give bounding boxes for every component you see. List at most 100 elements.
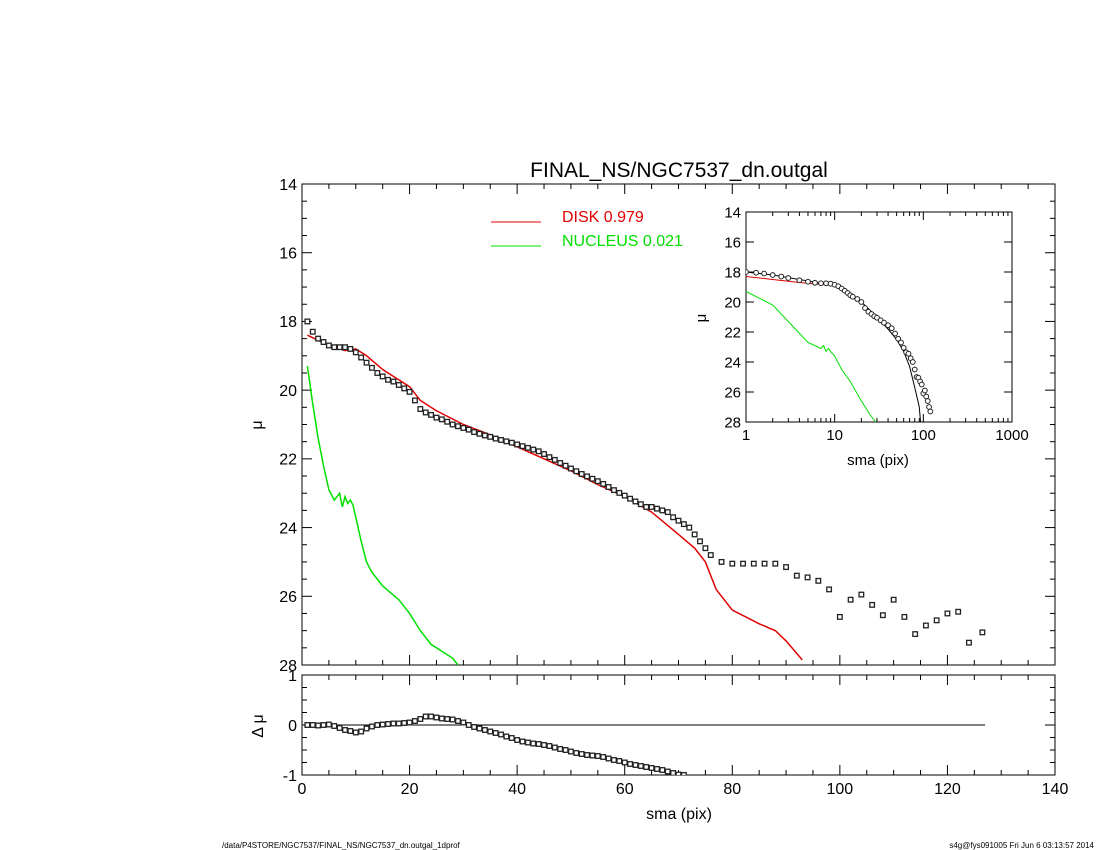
main-data-point [368,364,375,371]
inset-data-point [746,269,749,275]
main-data-point [621,492,628,499]
inset-data-point [900,344,907,351]
residual-data-point [342,727,348,733]
main-data-point [530,446,537,453]
main-data-point [363,359,370,366]
main-data-point [890,596,897,603]
inset-xtick-label: 1000 [995,427,1028,444]
main-data-point [541,451,547,457]
residual-xtick-label: 0 [298,781,307,798]
main-data-point [535,448,542,455]
main-data-point [374,370,381,376]
residual-xlabel: sma (pix) [646,806,712,823]
residual-xtick-label: 120 [934,781,961,798]
main-data-point [600,480,607,487]
inset-xlabel: sma (pix) [847,452,909,469]
main-data-point [654,505,660,512]
residual-data-point [573,750,580,756]
main-data-point [503,438,510,445]
inset-data-point [881,319,887,326]
inset-xtick-label: 100 [911,427,936,444]
residual-data-point [535,741,542,747]
main-data-point [584,473,591,480]
main-data-point [750,560,757,567]
residual-data-point [589,752,596,759]
residual-data-point [546,743,553,749]
inset-data-point [885,322,891,329]
main-data-point [390,378,397,385]
main-data-point [336,344,343,351]
main-data-point [417,406,424,412]
main-data-point [562,462,569,469]
residual-data-point [476,725,483,732]
residual-data-point [654,766,660,772]
main-data-point [481,432,488,439]
inset-data-point [849,293,856,300]
main-data-point [444,418,451,425]
residual-data-point [406,719,413,726]
main-data-point [422,409,429,416]
residual-data-point [498,731,504,738]
residual-data-point [584,752,591,758]
main-data-point [670,514,677,521]
residual-data-point [374,722,381,728]
main-data-point [433,414,440,421]
main-data-point [761,560,768,567]
main-data-point [573,468,580,475]
main-data-point [546,454,553,461]
main-ytick-label: 26 [279,589,297,606]
residual-data-point [352,729,359,736]
main-data-point [589,475,596,482]
footer-path: /data/P4STORE/NGC7537/FINAL_NS/NGC7537_d… [222,841,461,850]
main-data-point [347,345,354,352]
main-data-point [487,433,494,440]
inset-data-point [854,296,861,302]
inset-xtick-label: 10 [826,427,843,444]
residual-data-point [524,739,531,746]
residual-data-point [557,746,564,752]
main-ytick-label: 18 [279,314,297,331]
residual-data-point [664,768,671,775]
main-data-point [664,509,671,516]
main-data-point [632,498,639,505]
residual-data-point [643,764,650,770]
main-data-point [793,572,800,579]
residual-data-point [680,772,687,775]
residual-data-point [320,722,327,728]
residual-data-point [331,723,338,729]
inset-xtick-label: 1 [742,427,750,444]
inset-data-point [812,279,818,286]
inset-data-point [918,381,925,388]
main-data-point [379,373,386,380]
chart-title: FINAL_NS/NGC7537_dn.outgal [530,159,828,182]
residual-data-point [567,748,574,755]
main-data-point [428,411,435,418]
main-data-point [691,531,698,538]
main-data-point [955,608,962,615]
main-data-point [551,456,558,463]
residual-data-point [648,765,655,771]
inset-series-nucleus-line [746,291,877,422]
main-data-point [455,423,461,430]
main-data-point [304,318,311,325]
residual-plot-area [302,713,986,775]
inset-frame [745,211,1013,423]
residual-data-point [471,724,478,730]
residual-xtick-label: 60 [616,781,634,798]
residual-data-point [358,728,365,735]
main-data-point [858,591,865,598]
main-data-point [465,426,472,433]
residual-data-point [390,720,397,727]
main-data-point [718,558,725,565]
residual-data-point [530,740,537,747]
residual-data-point [385,721,392,727]
residual-data-point [514,737,521,743]
main-data-point [492,435,499,442]
main-data-point [438,416,445,423]
main-plot: 14 16 18 20 22 24 26 28 [279,177,1056,675]
residual-data-point [395,720,402,727]
main-data-point [315,335,322,342]
residual-data-point [578,751,585,757]
residual-data-point [508,735,515,741]
inset-data-point [858,299,865,305]
